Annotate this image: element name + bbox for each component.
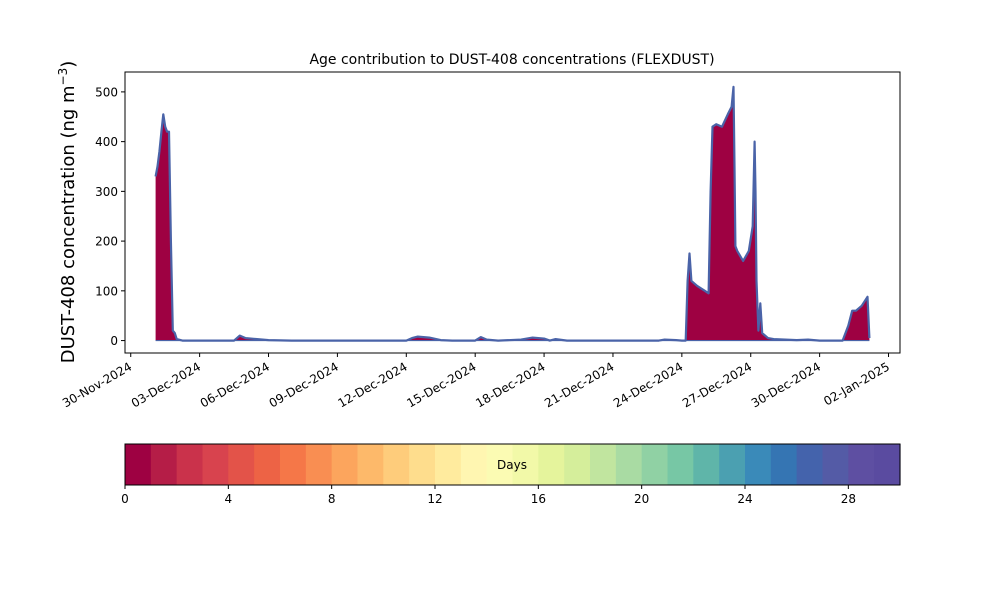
colorbar-tick-label: 0 xyxy=(121,492,129,506)
x-tick-label: 03-Dec-2024 xyxy=(129,359,203,410)
x-tick-label: 27-Dec-2024 xyxy=(680,359,754,410)
colorbar-swatch xyxy=(822,444,849,485)
colorbar-swatch xyxy=(435,444,462,485)
colorbar-swatch xyxy=(719,444,746,485)
colorbar-swatch xyxy=(486,444,514,485)
y-tick-label: 300 xyxy=(95,185,118,199)
colorbar-swatch xyxy=(615,444,643,485)
colorbar-swatch xyxy=(667,444,694,485)
x-tick-label: 02-Jan-2025 xyxy=(821,359,892,408)
y-tick-label: 500 xyxy=(95,85,118,99)
y-tick-label: 100 xyxy=(95,284,118,298)
colorbar-swatch xyxy=(512,444,539,485)
y-axis-label-close: ) xyxy=(58,61,79,68)
age-0-area xyxy=(155,86,870,341)
colorbar-swatch xyxy=(202,444,229,485)
colorbar-swatch xyxy=(641,444,669,485)
colorbar-swatch xyxy=(150,444,178,485)
colorbar-swatch xyxy=(280,444,307,485)
colorbar-swatch xyxy=(331,444,359,485)
colorbar-swatch xyxy=(228,444,255,485)
colorbar-swatches xyxy=(125,444,901,485)
plot-frame xyxy=(124,71,901,354)
colorbar-swatch xyxy=(770,444,798,485)
colorbar-swatch xyxy=(125,444,152,485)
x-tick-label: 21-Dec-2024 xyxy=(542,359,616,410)
colorbar-swatch xyxy=(409,444,436,485)
x-tick-label: 09-Dec-2024 xyxy=(267,359,341,410)
x-ticks: 30-Nov-202403-Dec-202406-Dec-202409-Dec-… xyxy=(60,353,892,410)
colorbar-swatch xyxy=(176,444,204,485)
colorbar-swatch xyxy=(305,444,333,485)
chart-title: Age contribution to DUST-408 concentrati… xyxy=(309,52,714,68)
colorbar-swatch xyxy=(693,444,720,485)
colorbar-swatch xyxy=(254,444,281,485)
x-tick-label: 12-Dec-2024 xyxy=(336,359,410,410)
y-axis-label: DUST-408 concentration (ng m−3) xyxy=(56,61,79,364)
colorbar-swatch xyxy=(590,444,617,485)
y-axis-label-superscript: −3 xyxy=(56,68,70,86)
colorbar-swatch xyxy=(848,444,875,485)
colorbar-swatch xyxy=(564,444,591,485)
colorbar-tick-label: 24 xyxy=(737,492,752,506)
colorbar-swatch xyxy=(538,444,565,485)
x-tick-label: 24-Dec-2024 xyxy=(611,359,685,410)
colorbar-label: Days xyxy=(497,458,527,472)
y-ticks: 0 100 200 300 400 500 xyxy=(95,85,125,348)
x-tick-label: 15-Dec-2024 xyxy=(404,359,478,410)
colorbar-tick-label: 28 xyxy=(841,492,856,506)
colorbar-tick-label: 20 xyxy=(634,492,649,506)
x-tick-label: 06-Dec-2024 xyxy=(198,359,272,410)
colorbar-frame xyxy=(124,443,901,486)
colorbar-swatch xyxy=(796,444,824,485)
colorbar-swatch xyxy=(745,444,772,485)
colorbar: Days 0 4 8 12 16 20 24 28 xyxy=(121,443,901,506)
x-tick-label: 30-Dec-2024 xyxy=(749,359,823,410)
colorbar-tick-label: 4 xyxy=(225,492,233,506)
colorbar-ticks: 0 4 8 12 16 20 24 28 xyxy=(121,485,856,506)
x-tick-label: 18-Dec-2024 xyxy=(473,359,547,410)
colorbar-tick-label: 16 xyxy=(531,492,546,506)
colorbar-swatch xyxy=(383,444,410,485)
x-tick-label: 30-Nov-2024 xyxy=(60,359,134,410)
y-tick-label: 400 xyxy=(95,135,118,149)
colorbar-swatch xyxy=(357,444,384,485)
y-tick-label: 200 xyxy=(95,235,118,249)
colorbar-tick-label: 12 xyxy=(427,492,442,506)
colorbar-tick-label: 8 xyxy=(328,492,336,506)
area-layer xyxy=(154,85,871,342)
colorbar-swatch xyxy=(874,444,901,485)
total-concentration-line xyxy=(154,85,871,342)
y-tick-label: 0 xyxy=(110,334,118,348)
colorbar-swatch xyxy=(460,444,488,485)
